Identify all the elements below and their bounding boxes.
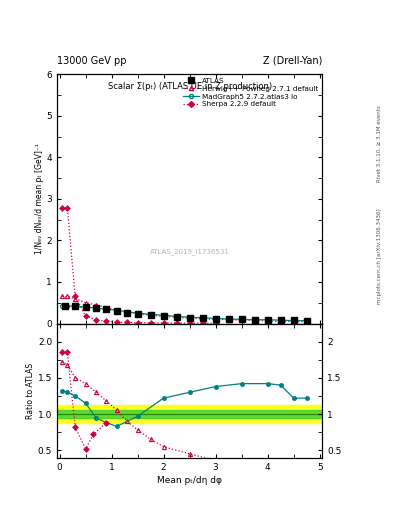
Y-axis label: 1/Nₑᵥ dNₑᵥ/d mean pₜ [GeV]⁻¹: 1/Nₑᵥ dNₑᵥ/d mean pₜ [GeV]⁻¹ (35, 143, 44, 254)
Y-axis label: Ratio to ATLAS: Ratio to ATLAS (26, 363, 35, 419)
Text: 13000 GeV pp: 13000 GeV pp (57, 55, 127, 66)
Legend: ATLAS, Herwig++ Powheg 2.7.1 default, MadGraph5 2.7.2.atlas3 lo, Sherpa 2.2.9 de: ATLAS, Herwig++ Powheg 2.7.1 default, Ma… (182, 76, 320, 109)
Text: Rivet 3.1.10, ≥ 3.1M events: Rivet 3.1.10, ≥ 3.1M events (377, 105, 382, 182)
Text: Z (Drell-Yan): Z (Drell-Yan) (263, 55, 322, 66)
Text: ATLAS_2019_I1736531: ATLAS_2019_I1736531 (150, 249, 230, 255)
Text: mcplots.cern.ch [arXiv:1306.3436]: mcplots.cern.ch [arXiv:1306.3436] (377, 208, 382, 304)
X-axis label: Mean pₜ/dη dφ: Mean pₜ/dη dφ (157, 476, 222, 485)
Text: Scalar Σ(pₜ) (ATLAS UE in Z production): Scalar Σ(pₜ) (ATLAS UE in Z production) (108, 82, 272, 91)
